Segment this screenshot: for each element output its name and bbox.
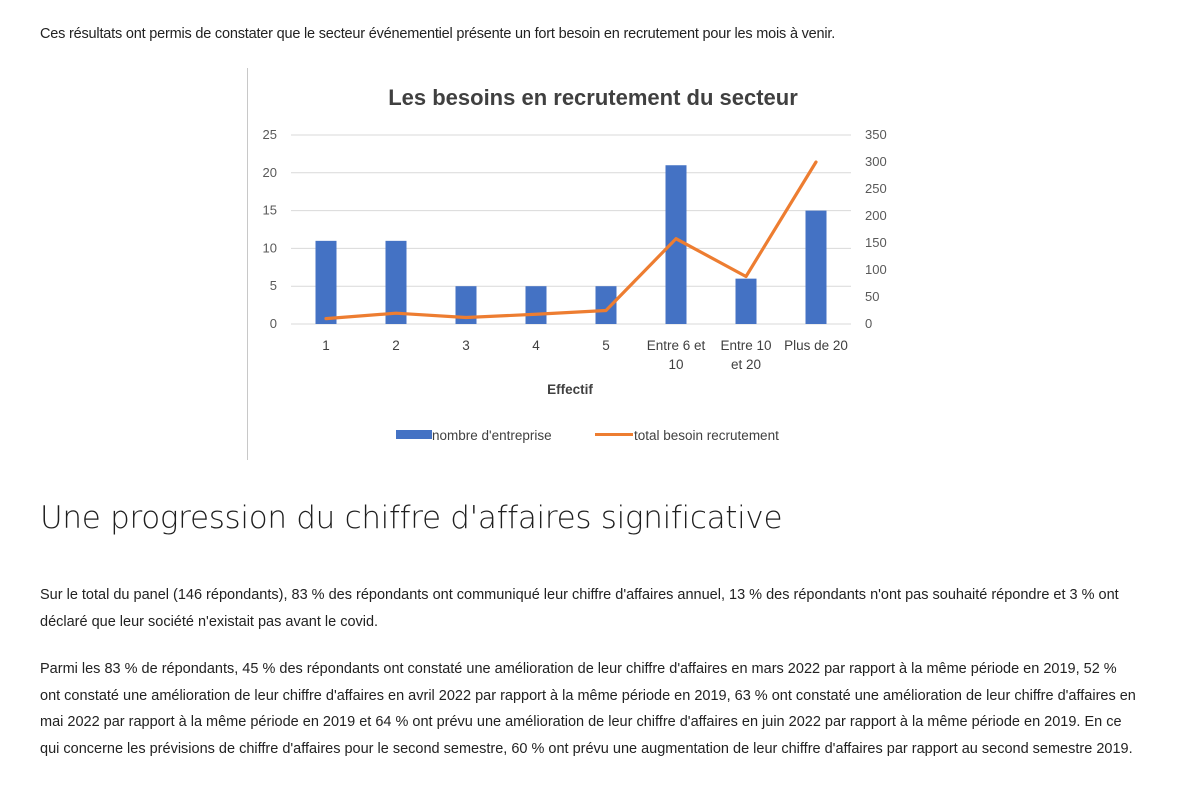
right-tick-label: 50 (865, 289, 879, 304)
x-tick-label: 3 (462, 338, 470, 353)
right-tick-label: 100 (865, 262, 887, 277)
right-tick-label: 300 (865, 154, 887, 169)
bar (595, 286, 617, 324)
x-tick-label: 1 (322, 338, 330, 353)
left-tick-label: 15 (263, 203, 277, 218)
x-tick-label: 10 (668, 357, 683, 372)
chart-title: Les besoins en recrutement du secteur (388, 85, 798, 110)
left-tick-label: 10 (263, 240, 277, 255)
bar (805, 210, 827, 324)
paragraph-2: Parmi les 83 % de répondants, 45 % des r… (40, 661, 1136, 757)
recruitment-chart: Les besoins en recrutement du secteur 0 5 1… (263, 85, 887, 443)
bar (525, 286, 547, 324)
bar (315, 240, 337, 324)
right-tick-label: 250 (865, 181, 887, 196)
bar (385, 240, 407, 324)
x-tick-label: 2 (392, 338, 400, 353)
bar (455, 286, 477, 324)
x-tick-label: 4 (532, 338, 540, 353)
left-tick-label: 25 (263, 127, 277, 142)
bar (735, 278, 757, 324)
legend-bar-label: nombre d'entreprise (432, 428, 552, 443)
left-tick-label: 5 (270, 278, 277, 293)
x-tick-label: 5 (602, 338, 610, 353)
paragraph-1: Sur le total du panel (146 répondants), … (40, 587, 1119, 630)
x-tick-label: Entre 6 et (647, 338, 706, 353)
right-tick-label: 150 (865, 235, 887, 250)
right-tick-label: 350 (865, 127, 887, 142)
legend-line-label: total besoin recrutement (634, 428, 779, 443)
x-axis-title: Effectif (547, 382, 593, 397)
right-tick-label: 200 (865, 208, 887, 223)
right-tick-label: 0 (865, 316, 872, 331)
intro-text: Ces résultats ont permis de constater qu… (40, 26, 836, 42)
left-tick-label: 20 (263, 165, 277, 180)
x-tick-label: Entre 10 (720, 338, 771, 353)
legend-bar-swatch (396, 430, 432, 439)
left-tick-label: 0 (270, 316, 277, 331)
x-tick-label: Plus de 20 (784, 338, 848, 353)
x-tick-label: et 20 (731, 357, 761, 372)
chart-figure: Les besoins en recrutement du secteur 0 5 1… (247, 68, 888, 460)
bar (665, 165, 687, 324)
line-series (324, 160, 818, 321)
section-heading: Une progression du chiffre d'affaires si… (40, 500, 783, 536)
